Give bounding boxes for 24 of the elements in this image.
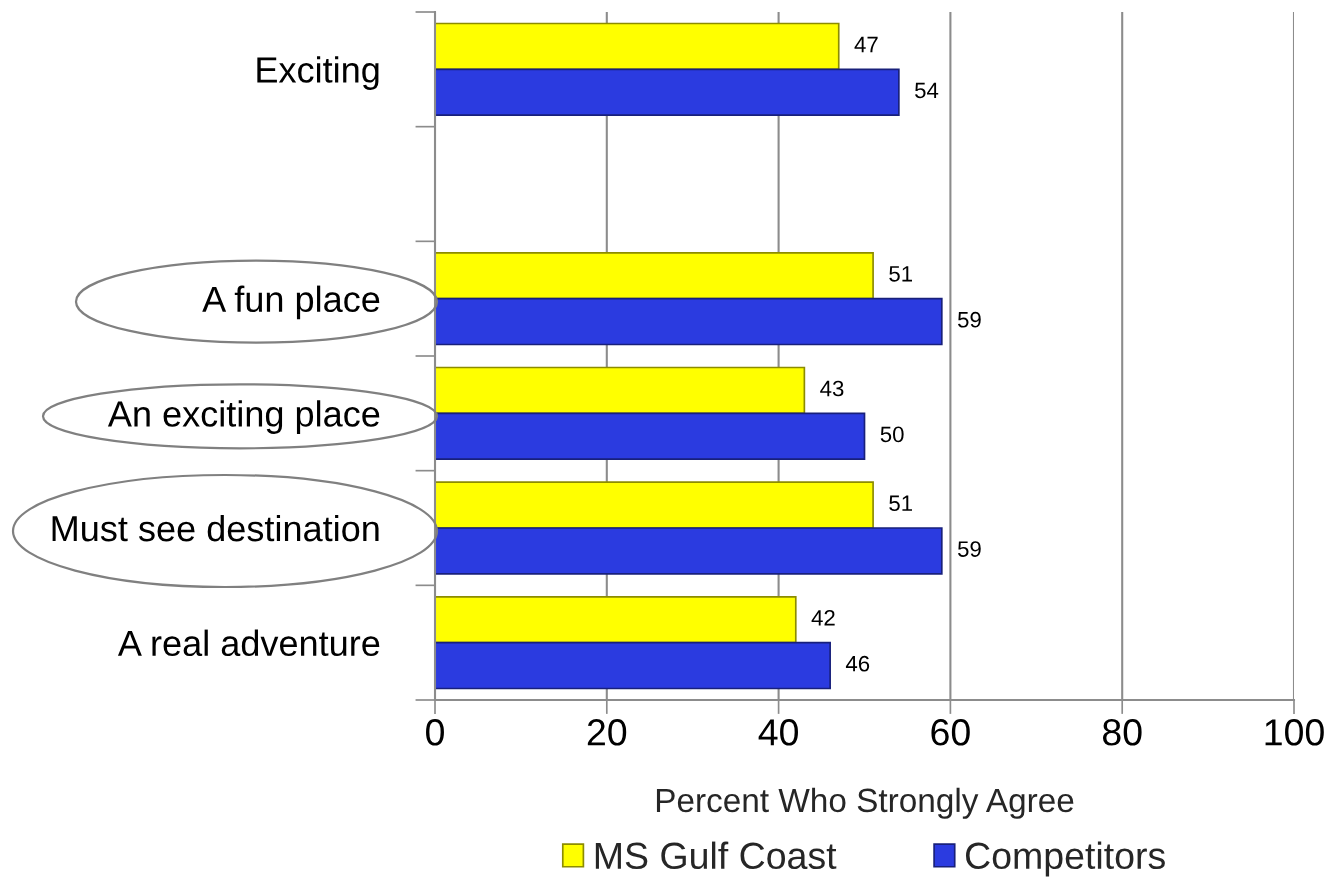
data-label: 43 <box>820 380 844 397</box>
x-tick-label: 80 <box>1102 719 1142 746</box>
data-label: 47 <box>854 36 878 53</box>
data-label: 59 <box>957 311 981 328</box>
legend-label: MS Gulf Coast <box>595 841 837 870</box>
y-tick-label: Exciting <box>257 56 379 90</box>
x-tick-label: 20 <box>587 719 627 746</box>
y-tick-label: An exciting place <box>107 400 380 434</box>
x-tick-label: 60 <box>931 719 970 746</box>
data-label: 46 <box>845 655 870 672</box>
data-label: 54 <box>915 82 939 99</box>
x-tick-label: 0 <box>426 719 444 746</box>
data-label: 50 <box>880 426 904 443</box>
x-tick-label: 40 <box>758 719 798 746</box>
data-label: 51 <box>889 495 912 512</box>
data-label: 51 <box>889 266 912 282</box>
data-label: 42 <box>811 609 835 626</box>
y-tick-label: A real adventure <box>117 629 380 657</box>
y-tick-label: Must see destination <box>52 514 379 542</box>
y-tick-label: A fun place <box>202 285 380 320</box>
legend-label: Competitors <box>965 841 1165 877</box>
x-tick-label: 100 <box>1265 719 1324 746</box>
x-axis-title: Percent Who Strongly Agree <box>656 787 1074 819</box>
data-label: 59 <box>957 541 981 557</box>
